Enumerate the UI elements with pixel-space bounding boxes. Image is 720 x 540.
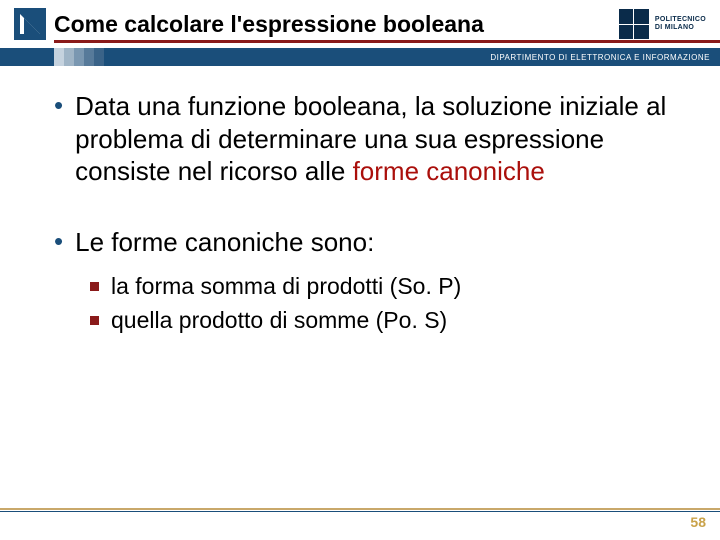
- slide-header: Come calcolare l'espressione booleana PO…: [0, 0, 720, 48]
- emphasis-text: forme canoniche: [353, 156, 545, 186]
- bullet-dot-icon: •: [54, 90, 63, 188]
- footer-rule-gold: [0, 508, 720, 510]
- sub-bullet-text: quella prodotto di somme (Po. S): [111, 306, 447, 336]
- slide-footer: 58: [0, 508, 720, 530]
- bullet-text: Data una funzione booleana, la soluzione…: [75, 90, 680, 188]
- sub-bullet-item: quella prodotto di somme (Po. S): [90, 306, 680, 336]
- department-label: DIPARTIMENTO DI ELETTRONICA E INFORMAZIO…: [490, 53, 710, 62]
- department-bar: DIPARTIMENTO DI ELETTRONICA E INFORMAZIO…: [0, 48, 720, 66]
- gradient-stripes-icon: [54, 48, 104, 66]
- square-bullet-icon: [90, 282, 99, 291]
- slide-body: • Data una funzione booleana, la soluzio…: [54, 90, 680, 340]
- sub-bullet-text: la forma somma di prodotti (So. P): [111, 272, 461, 302]
- footer-rule-blue: [0, 511, 720, 512]
- bullet-text: Le forme canoniche sono:: [75, 226, 374, 259]
- sub-bullet-item: la forma somma di prodotti (So. P): [90, 272, 680, 302]
- logo-mark-icon: [619, 9, 649, 39]
- bullet-dot-icon: •: [54, 226, 63, 259]
- slide-title: Come calcolare l'espressione booleana: [54, 11, 619, 38]
- bullet-item: • Data una funzione booleana, la soluzio…: [54, 90, 680, 188]
- title-underline: [54, 40, 720, 43]
- arrow-down-right-icon: [14, 8, 46, 40]
- bullet-item: • Le forme canoniche sono:: [54, 226, 680, 259]
- page-number: 58: [690, 514, 706, 530]
- logo-text: POLITECNICO DI MILANO: [655, 16, 706, 31]
- institution-logo: POLITECNICO DI MILANO: [619, 9, 706, 39]
- square-bullet-icon: [90, 316, 99, 325]
